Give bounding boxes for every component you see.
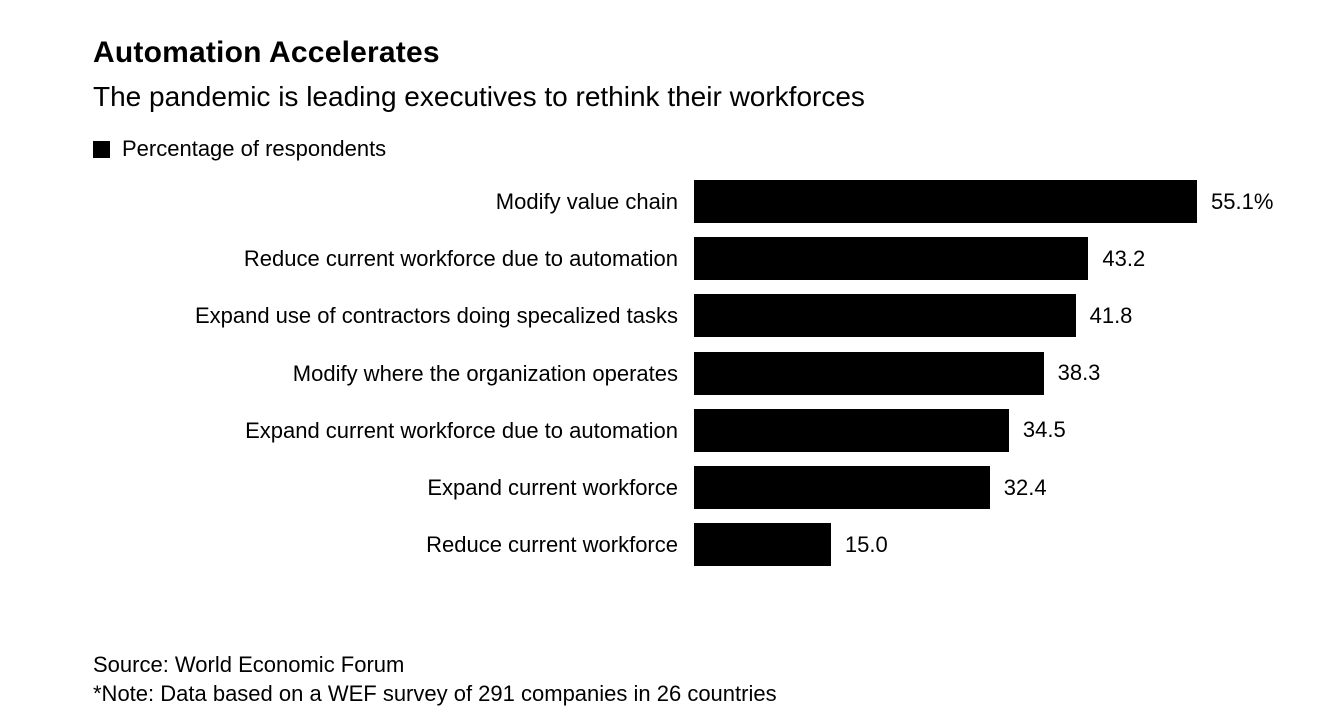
bar-category-label: Expand current workforce (427, 475, 678, 501)
bar-track: 55.1% (694, 180, 1293, 224)
bar-category-label: Expand current workforce due to automati… (245, 417, 678, 443)
bar-value-label: 34.5 (1022, 417, 1066, 443)
footer: Source: World Economic Forum *Note: Data… (93, 651, 777, 708)
bar (694, 523, 831, 567)
bar-track: 38.3 (694, 351, 1293, 395)
bar-track: 43.2 (694, 237, 1293, 281)
bar-value-label: 32.4 (1003, 474, 1047, 500)
legend-label: Percentage of respondents (122, 136, 387, 161)
bar-row: Expand current workforce 32.4 (93, 459, 1293, 516)
bar-value-label: 43.2 (1102, 245, 1146, 271)
bar (694, 466, 990, 510)
bar-category-label: Reduce current workforce (426, 532, 678, 558)
bar-row: Expand use of contractors doing specaliz… (93, 287, 1293, 344)
bar-row: Expand current workforce due to automati… (93, 402, 1293, 459)
bar-category-label: Expand use of contractors doing specaliz… (194, 303, 678, 329)
bar-category-label: Modify value chain (495, 189, 678, 215)
bar-category-label: Reduce current workforce due to automati… (243, 246, 678, 272)
bar (694, 180, 1197, 224)
bar (694, 351, 1044, 395)
bar-row: Modify where the organization operates 3… (93, 345, 1293, 402)
legend-swatch-icon (93, 140, 110, 158)
bar-chart: Modify value chain 55.1% Reduce current … (93, 173, 1293, 573)
bar-track: 32.4 (694, 466, 1293, 510)
bar-track: 15.0 (694, 523, 1293, 567)
bar (694, 237, 1089, 281)
bar (694, 408, 1009, 452)
bar-row: Reduce current workforce 15.0 (93, 516, 1293, 573)
bar-row: Reduce current workforce due to automati… (93, 230, 1293, 287)
bar-track: 34.5 (694, 408, 1293, 452)
bar-track: 41.8 (694, 294, 1293, 338)
bar-value-label: 41.8 (1089, 302, 1133, 328)
bar (694, 294, 1076, 338)
bar-row: Modify value chain 55.1% (93, 173, 1293, 230)
chart-subtitle: The pandemic is leading executives to re… (93, 81, 865, 112)
bar-category-label: Modify where the organization operates (292, 360, 678, 386)
source-line: Source: World Economic Forum (93, 652, 405, 677)
legend: Percentage of respondents (93, 136, 386, 162)
note-line: *Note: Data based on a WEF survey of 291… (93, 680, 777, 706)
bar-value-label: 15.0 (844, 531, 888, 557)
bar-value-label: 38.3 (1057, 360, 1101, 386)
bar-value-label: 55.1% (1211, 188, 1274, 214)
chart-title: Automation Accelerates (93, 36, 440, 69)
